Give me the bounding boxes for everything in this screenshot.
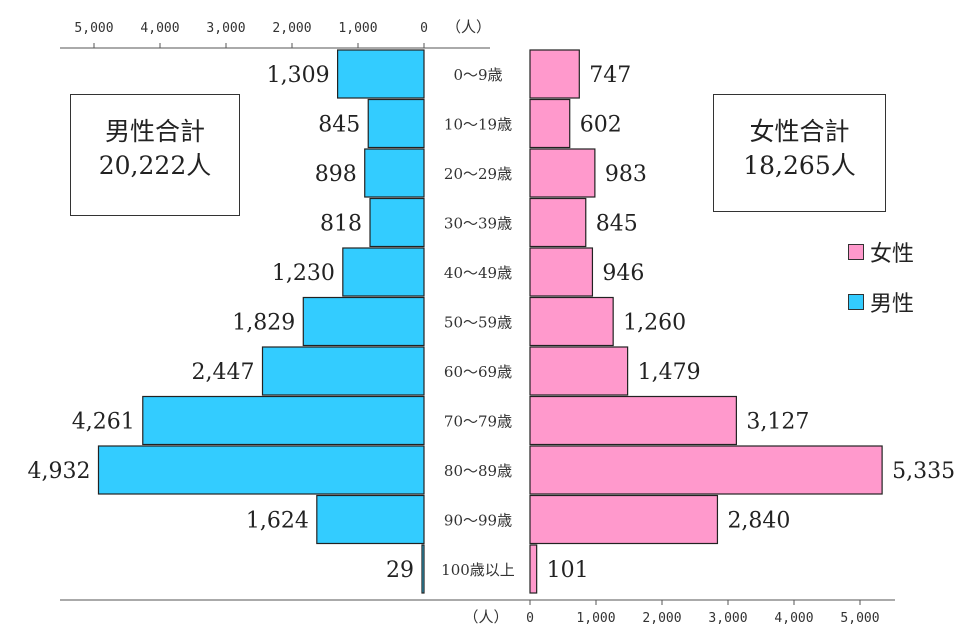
age-group-label: 70〜79歳 [444, 413, 512, 431]
female-axis-tick-label: 0 [526, 611, 534, 626]
legend-female: 女性 [848, 236, 914, 268]
male-bar [337, 49, 425, 99]
age-group-label: 50〜59歳 [444, 314, 512, 332]
female-axis-tick-label: 3,000 [708, 611, 747, 626]
male-value-label: 845 [318, 113, 360, 138]
male-value-label: 4,261 [72, 410, 135, 435]
male-value-label: 4,932 [28, 459, 91, 484]
age-group-label: 90〜99歳 [444, 512, 512, 530]
male-bar [364, 148, 425, 198]
age-group-label: 100歳以上 [441, 561, 515, 579]
female-bar [529, 494, 719, 545]
female-axis-tick-label: 1,000 [576, 611, 615, 626]
male-value-label: 898 [315, 162, 357, 187]
female-bar [529, 544, 538, 594]
female-value-label: 5,335 [892, 459, 955, 484]
male-bar [142, 395, 425, 446]
legend-male-swatch [848, 294, 864, 310]
female-value-label: 946 [602, 261, 644, 286]
female-bar [529, 148, 596, 198]
female-value-label: 845 [596, 212, 638, 237]
age-group-label: 10〜19歳 [444, 116, 512, 134]
age-group-label: 60〜69歳 [444, 363, 512, 381]
male-value-label: 818 [320, 212, 362, 237]
male-value-label: 1,309 [267, 63, 330, 88]
male-bar [316, 494, 425, 545]
female-bar [529, 98, 571, 149]
female-axis-tick-label: 4,000 [774, 611, 813, 626]
female-bar [529, 346, 629, 396]
male-axis-tick-label: 1,000 [338, 21, 377, 36]
female-value-label: 101 [547, 558, 589, 583]
male-value-label: 1,829 [232, 311, 295, 336]
female-value-label: 747 [589, 63, 631, 88]
female-axis-tick-label: 2,000 [642, 611, 681, 626]
age-group-label: 0〜9歳 [453, 66, 502, 84]
male-bar [421, 544, 425, 594]
legend-male: 男性 [848, 286, 914, 318]
male-bar [367, 98, 425, 149]
female-total-box: 女性合計 18,265人 [713, 94, 886, 212]
female-bar [529, 445, 883, 495]
male-axis-tick-label: 5,000 [74, 21, 113, 36]
age-group-label: 20〜29歳 [444, 165, 512, 183]
legend-female-label: 女性 [870, 242, 915, 267]
age-group-label: 30〜39歳 [444, 215, 512, 233]
male-bar [369, 197, 425, 248]
female-axis-unit: （人） [463, 608, 508, 626]
male-axis-tick-label: 4,000 [140, 21, 179, 36]
male-bar [97, 445, 425, 495]
male-total-label: 男性合計 [104, 117, 205, 146]
age-group-label: 40〜49歳 [444, 264, 512, 282]
male-value-label: 1,230 [272, 261, 335, 286]
male-value-label: 2,447 [192, 360, 255, 385]
female-value-label: 3,127 [746, 410, 809, 435]
legend-male-label: 男性 [870, 292, 915, 317]
female-value-label: 1,479 [638, 360, 701, 385]
male-axis-tick-label: 2,000 [272, 21, 311, 36]
male-bar [342, 247, 425, 297]
female-bar [529, 296, 614, 347]
legend-female-swatch [848, 244, 864, 260]
female-bar [529, 247, 594, 297]
female-value-label: 983 [605, 162, 647, 187]
female-total-value: 18,265人 [743, 151, 856, 180]
male-total-value: 20,222人 [98, 151, 212, 180]
female-bar [529, 395, 737, 446]
male-value-label: 29 [386, 558, 414, 583]
male-value-label: 1,624 [246, 509, 309, 534]
age-group-label: 80〜89歳 [444, 462, 512, 480]
female-value-label: 2,840 [727, 509, 790, 534]
female-value-label: 1,260 [623, 311, 686, 336]
female-total-label: 女性合計 [749, 117, 850, 146]
female-bar [529, 197, 587, 248]
female-value-label: 602 [580, 113, 622, 138]
female-bar [529, 49, 580, 99]
male-axis-unit: （人） [446, 18, 491, 36]
male-bar [302, 296, 425, 347]
male-axis-tick-label: 3,000 [206, 21, 245, 36]
male-total-box: 男性合計 20,222人 [70, 94, 240, 216]
male-axis-tick-label: 0 [420, 21, 428, 36]
female-axis-tick-label: 5,000 [840, 611, 879, 626]
male-bar [261, 346, 425, 396]
